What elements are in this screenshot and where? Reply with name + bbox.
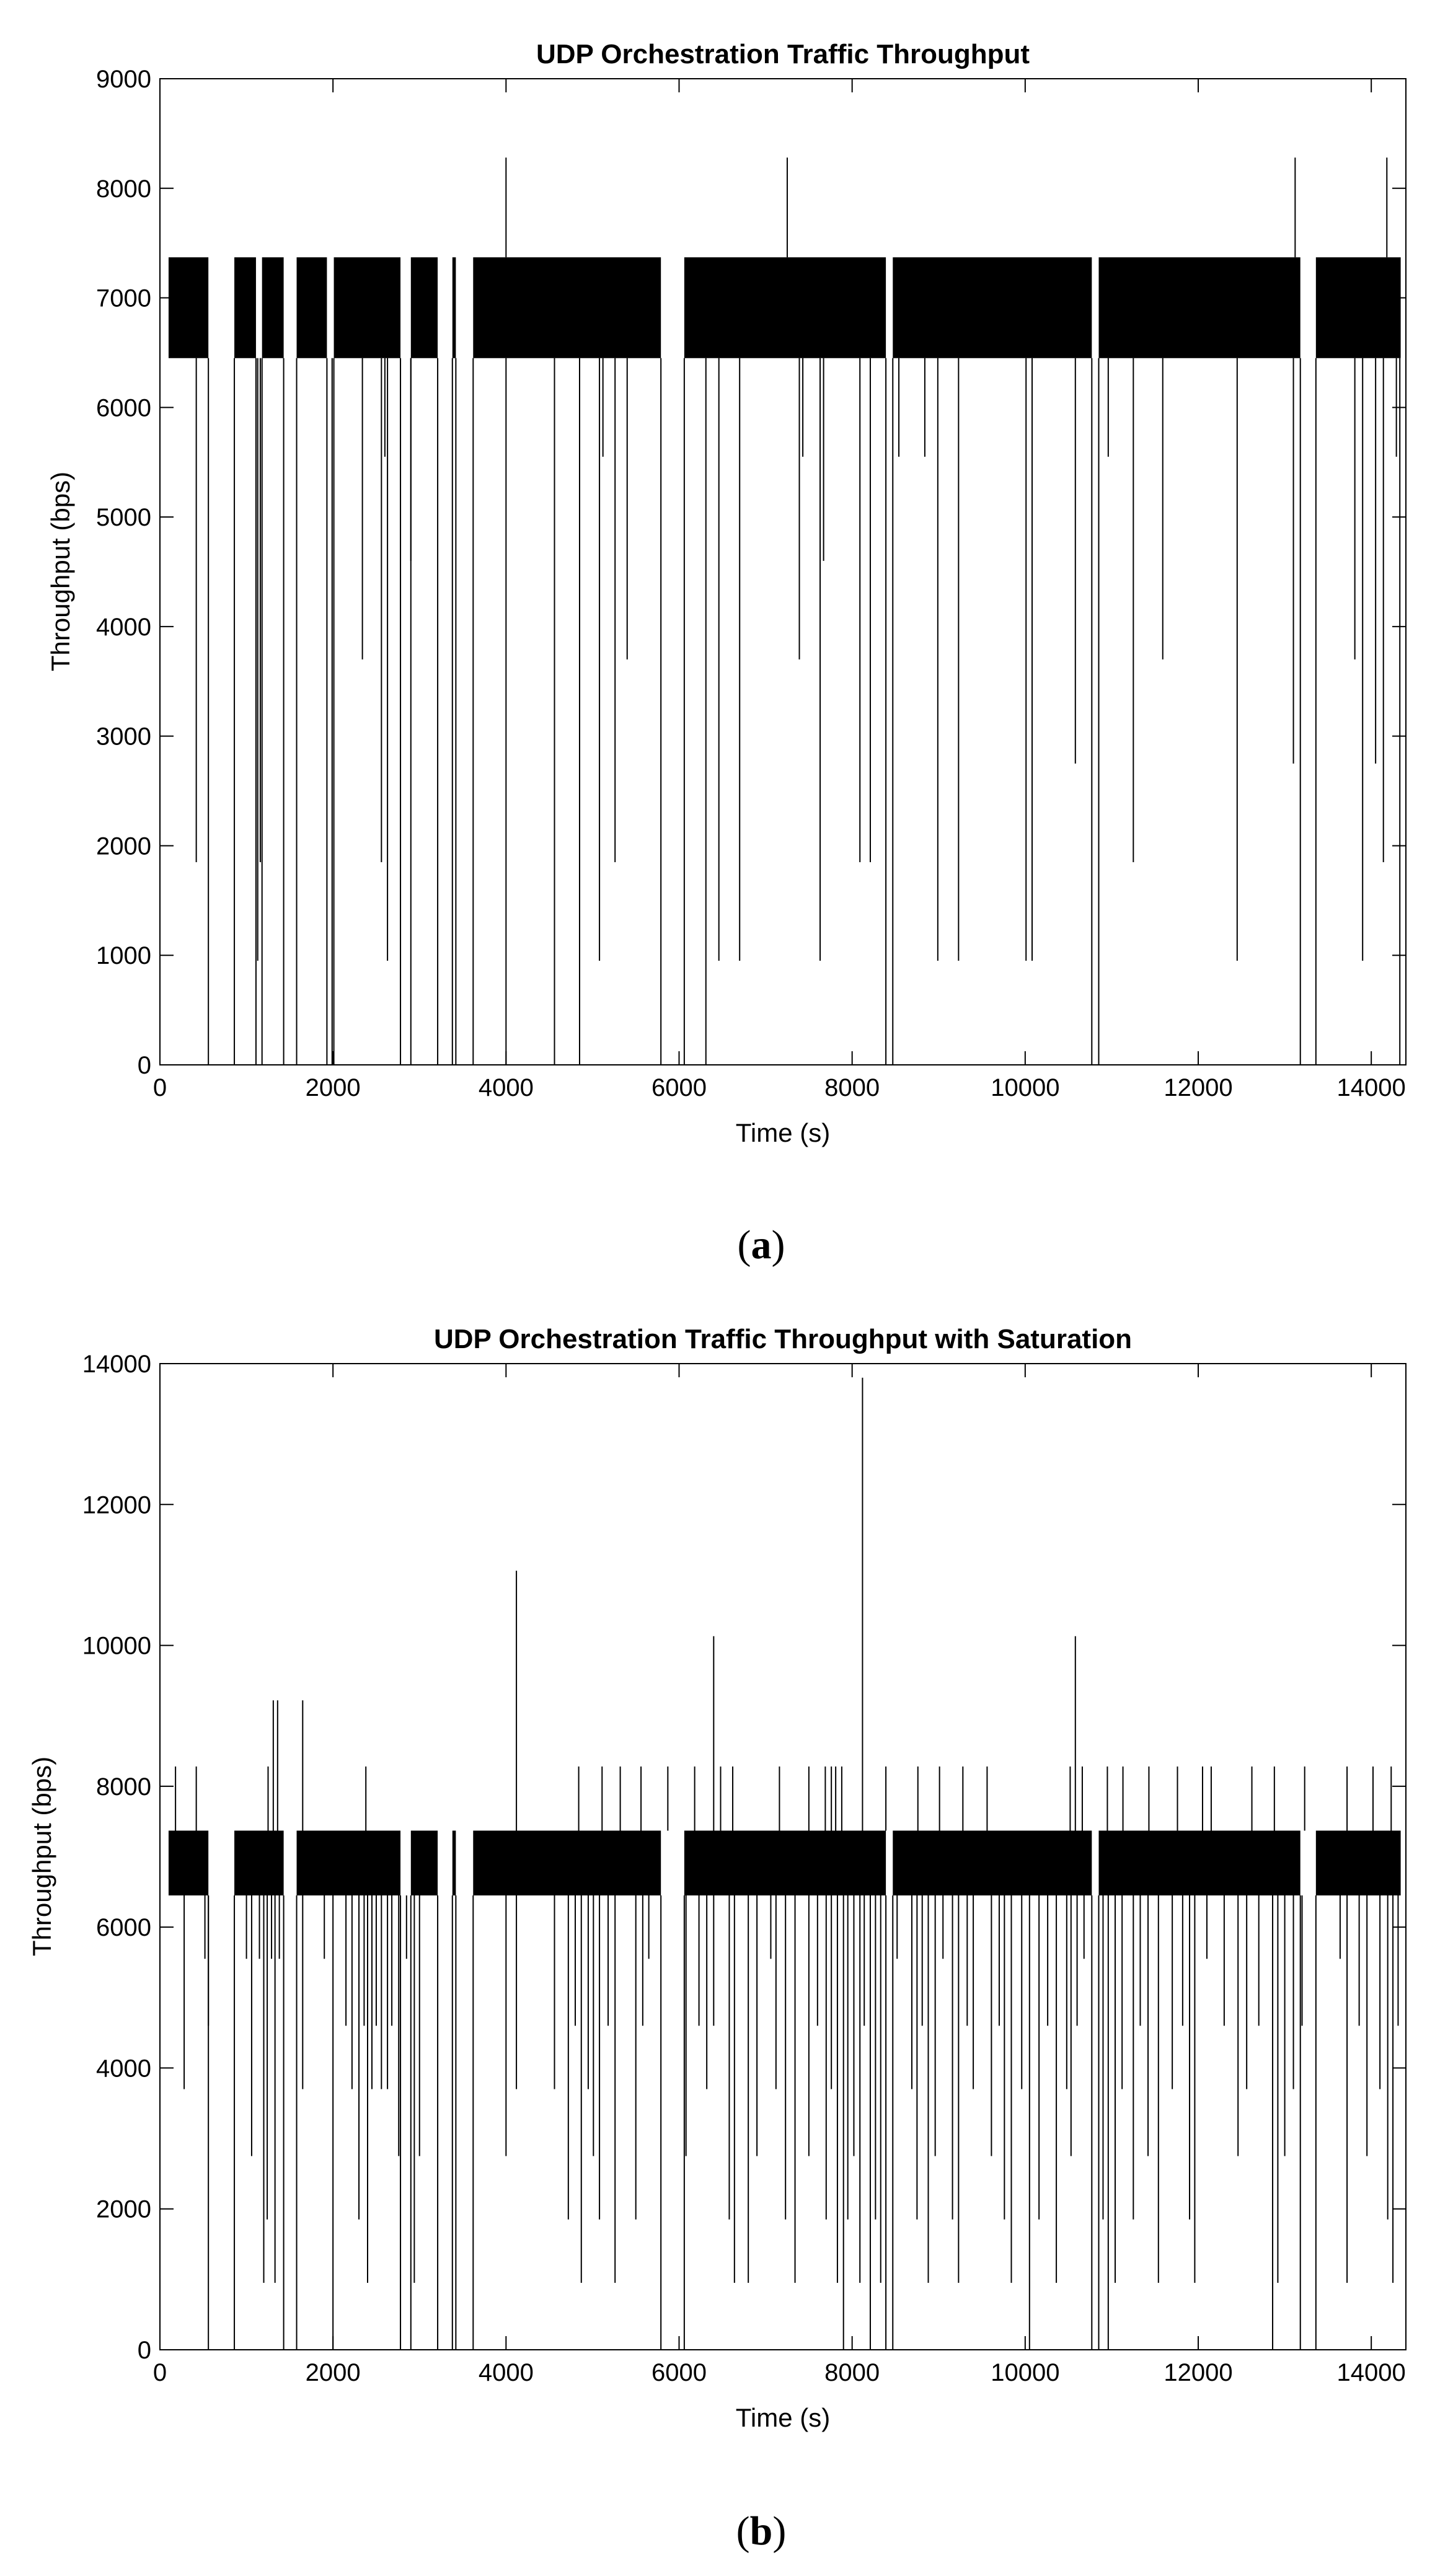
chart-a-band-1	[234, 257, 256, 358]
chart-a-y-axis: 0 1000 2000 3000 4000 5000 6000 7000 8000 9000	[96, 66, 1406, 1079]
chart-a-ytick-label-4000: 4000	[96, 614, 151, 641]
panel-b: UDP Orchestration Traffic Throughput wit…	[27, 1324, 1407, 2554]
chart-a-xtick-label-8000: 8000	[824, 1074, 880, 1101]
chart-a-xtick-label-10000: 10000	[991, 1074, 1059, 1101]
chart-b-ylabel: Throughput (bps)	[27, 1757, 56, 1956]
panel-a-letter: a	[751, 1222, 772, 1268]
chart-b-band-0	[168, 1830, 209, 1896]
chart-b-ytick-label-14000: 14000	[82, 1351, 151, 1378]
chart-b-xtick-label-0: 0	[153, 2359, 167, 2386]
chart-a-xtick-label-12000: 12000	[1164, 1074, 1232, 1101]
chart-a-band-10	[1098, 257, 1301, 358]
chart-a-title: UDP Orchestration Traffic Throughput	[536, 39, 1030, 69]
chart-a-frame	[159, 78, 1407, 1065]
chart-b-ytick-label-6000: 6000	[96, 1914, 151, 1941]
chart-a-ytick-label-0: 0	[138, 1052, 151, 1079]
chart-a-ytick-label-9000: 9000	[96, 66, 151, 93]
chart-b-xtick-label-2000: 2000	[306, 2359, 361, 2386]
chart-b-title: UDP Orchestration Traffic Throughput wit…	[434, 1324, 1132, 1354]
chart-b-band-4	[452, 1830, 456, 1896]
chart-a-band-9	[893, 257, 1092, 358]
chart-b-xtick-label-12000: 12000	[1164, 2359, 1232, 2386]
chart-b-xlabel: Time (s)	[736, 2403, 830, 2432]
chart-b-xtick-label-8000: 8000	[824, 2359, 880, 2386]
chart-a-band-8	[684, 257, 886, 358]
chart-a-ytick-label-2000: 2000	[96, 832, 151, 860]
panel-b-letter: b	[750, 2508, 773, 2554]
chart-a-xtick-label-6000: 6000	[651, 1074, 707, 1101]
chart-a-ytick-label-7000: 7000	[96, 285, 151, 312]
chart-b-band-2	[296, 1830, 401, 1896]
chart-a-band-0	[168, 257, 209, 358]
chart-b-y-axis: 0 2000 4000 6000 8000 10000 12000 14000	[82, 1351, 1406, 2364]
chart-a-ytick-label-3000: 3000	[96, 723, 151, 751]
chart-b-band-6	[684, 1830, 886, 1896]
chart-a-xlabel: Time (s)	[736, 1118, 830, 1147]
chart-b-xtick-label-10000: 10000	[991, 2359, 1059, 2386]
panel-b-caption: (b)	[736, 2508, 787, 2554]
chart-a-band-4	[333, 257, 401, 358]
chart-b-ytick-label-10000: 10000	[82, 1633, 151, 1660]
chart-b-ytick-label-8000: 8000	[96, 1773, 151, 1801]
chart-b-band-1	[234, 1830, 284, 1896]
chart-b-xtick-label-4000: 4000	[479, 2359, 534, 2386]
chart-b-frame	[159, 1363, 1407, 2350]
chart-b-band-9	[1315, 1830, 1401, 1896]
chart-b-band-8	[1098, 1830, 1301, 1896]
chart-b-band-7	[893, 1830, 1092, 1896]
chart-a-band-11	[1315, 257, 1401, 358]
chart-b-xtick-label-14000: 14000	[1337, 2359, 1406, 2386]
chart-a-band-5	[410, 257, 438, 358]
chart-a-xtick-label-2000: 2000	[306, 1074, 361, 1101]
chart-a-ytick-label-1000: 1000	[96, 942, 151, 969]
chart-b-ytick-label-4000: 4000	[96, 2055, 151, 2082]
chart-b-ytick-label-0: 0	[138, 2337, 151, 2364]
chart-a-band-3	[296, 257, 327, 358]
chart-a-x-axis: 0 2000 4000 6000 8000 10000 12000 14000	[153, 79, 1406, 1101]
chart-a-ytick-label-5000: 5000	[96, 504, 151, 531]
chart-b-band-5	[473, 1830, 661, 1896]
chart-b-ytick-label-12000: 12000	[82, 1491, 151, 1519]
chart-b-band-3	[410, 1830, 438, 1896]
chart-a-band-6	[452, 257, 456, 358]
chart-a-xtick-label-14000: 14000	[1337, 1074, 1406, 1101]
chart-a-ytick-label-6000: 6000	[96, 394, 151, 421]
chart-a-xtick-label-0: 0	[153, 1074, 167, 1101]
chart-b-x-axis: 0 2000 4000 6000 8000 10000 12000 14000	[153, 1364, 1406, 2386]
panel-a: UDP Orchestration Traffic Throughput 0 10…	[46, 39, 1407, 1268]
chart-b-xtick-label-6000: 6000	[651, 2359, 707, 2386]
panel-a-caption: (a)	[738, 1222, 785, 1268]
chart-a-ylabel: Throughput (bps)	[46, 472, 75, 671]
chart-a-plot-area	[160, 79, 1406, 1065]
chart-a-xtick-label-4000: 4000	[479, 1074, 534, 1101]
chart-a-band-2	[262, 257, 284, 358]
chart-b-data	[168, 1377, 1401, 2350]
chart-b-ytick-label-2000: 2000	[96, 2196, 151, 2223]
chart-a-ytick-label-8000: 8000	[96, 175, 151, 203]
chart-a-band-7	[473, 257, 661, 358]
